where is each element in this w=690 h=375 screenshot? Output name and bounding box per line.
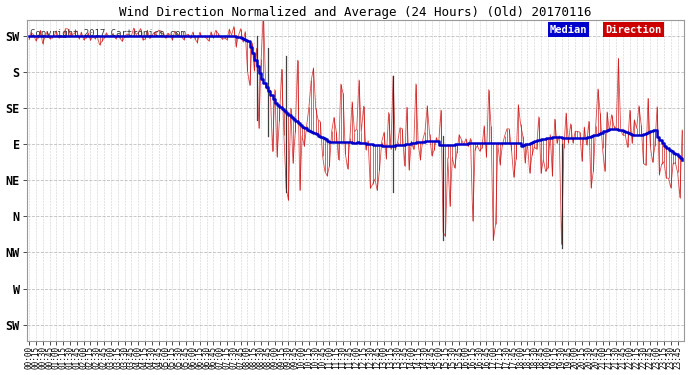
Text: Copyright 2017 Cartronics.com: Copyright 2017 Cartronics.com (30, 29, 186, 38)
Text: Median: Median (550, 24, 587, 34)
Title: Wind Direction Normalized and Average (24 Hours) (Old) 20170116: Wind Direction Normalized and Average (2… (119, 6, 592, 18)
Text: Direction: Direction (606, 24, 662, 34)
